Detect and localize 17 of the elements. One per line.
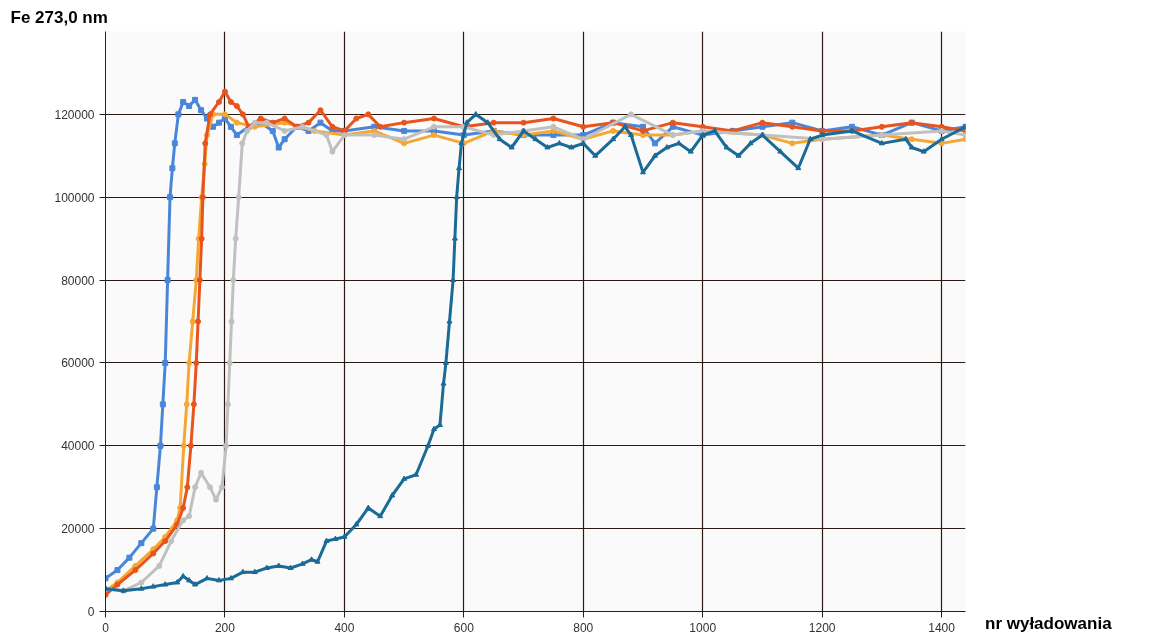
x-tick-label: 0 xyxy=(102,620,110,635)
y-tick-label: 120000 xyxy=(54,107,95,122)
y-tick-label: 0 xyxy=(87,605,95,619)
y-axis-title: Fe 273,0 nm xyxy=(10,7,108,27)
y-tick-label: 40000 xyxy=(61,439,95,454)
y-tick-label: 80000 xyxy=(61,273,95,288)
x-tick-label: 400 xyxy=(334,620,355,635)
x-tick-label: 200 xyxy=(214,620,236,635)
x-tick-label: 600 xyxy=(453,620,475,635)
x-axis-title: nr wyładowania xyxy=(985,613,1112,635)
x-tick-label: 1000 xyxy=(689,620,717,635)
x-tick-label: 1400 xyxy=(928,620,956,635)
x-tick-label: 800 xyxy=(573,620,594,635)
y-tick-label: 100000 xyxy=(54,190,95,205)
x-tick-label: 1200 xyxy=(808,620,836,635)
y-tick-label: 60000 xyxy=(61,356,95,371)
y-tick-label: 20000 xyxy=(61,522,95,537)
